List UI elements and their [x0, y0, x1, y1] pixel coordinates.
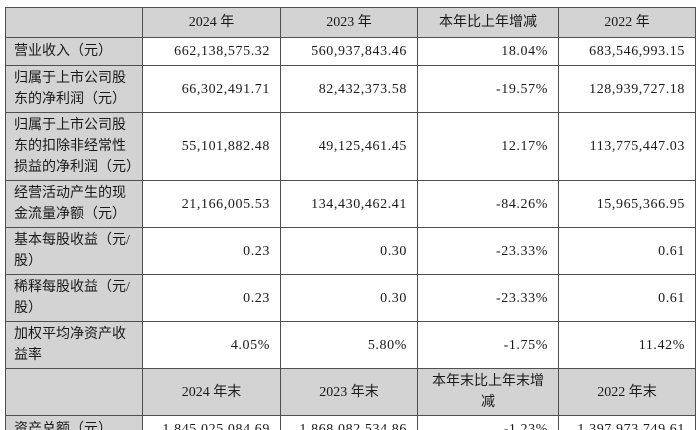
value-cell: 0.61: [558, 227, 696, 275]
value-cell: -1.75%: [417, 321, 559, 369]
row-label-cell: 资产总额（元）: [5, 415, 143, 430]
table-row-total-assets: 资产总额（元） 1,845,025,084.69 1,868,082,534.8…: [5, 415, 696, 430]
header-cell-yoy-change: 本年比上年增减: [417, 7, 559, 38]
value-cell: 1,868,082,534.86: [280, 415, 418, 430]
value-cell: 21,166,005.53: [142, 180, 281, 228]
value-cell: 0.23: [142, 227, 281, 275]
value-cell: 0.23: [142, 274, 281, 322]
financial-summary-table: 2024 年 2023 年 本年比上年增减 2022 年 营业收入（元） 662…: [5, 7, 696, 430]
value-cell: 5.80%: [280, 321, 418, 369]
value-cell: 1,845,025,084.69: [142, 415, 281, 430]
header-cell-2023: 2023 年: [280, 7, 418, 38]
table-row-net-profit-excl-nonrecurring: 归属于上市公司股东的扣除非经常性损益的净利润（元） 55,101,882.48 …: [5, 112, 696, 181]
header-cell-2022-end: 2022 年末: [558, 368, 696, 416]
value-cell: -84.26%: [417, 180, 559, 228]
value-cell: 15,965,366.95: [558, 180, 696, 228]
value-cell: 662,138,575.32: [142, 37, 281, 66]
table-header-row-year-end: 2024 年末 2023 年末 本年末比上年末增减 2022 年末: [5, 368, 696, 416]
value-cell: 0.30: [280, 274, 418, 322]
value-cell: 128,939,727.18: [558, 65, 696, 113]
value-cell: 49,125,461.45: [280, 112, 418, 181]
value-cell: -1.23%: [417, 415, 559, 430]
value-cell: 0.30: [280, 227, 418, 275]
header-cell-2022: 2022 年: [558, 7, 696, 38]
value-cell: 683,546,993.15: [558, 37, 696, 66]
row-label-cell: 基本每股收益（元/股）: [5, 227, 143, 275]
value-cell: 11.42%: [558, 321, 696, 369]
table-row-basic-eps: 基本每股收益（元/股） 0.23 0.30 -23.33% 0.61: [5, 227, 696, 275]
value-cell: 12.17%: [417, 112, 559, 181]
table-row-revenue: 营业收入（元） 662,138,575.32 560,937,843.46 18…: [5, 37, 696, 66]
table-row-operating-cash-flow: 经营活动产生的现金流量净额（元） 21,166,005.53 134,430,4…: [5, 180, 696, 228]
table-row-diluted-eps: 稀释每股收益（元/股） 0.23 0.30 -23.33% 0.61: [5, 274, 696, 322]
value-cell: -23.33%: [417, 274, 559, 322]
table-header-row-annual: 2024 年 2023 年 本年比上年增减 2022 年: [5, 7, 696, 38]
row-label-cell: 归属于上市公司股东的净利润（元）: [5, 65, 143, 113]
value-cell: -19.57%: [417, 65, 559, 113]
row-label-cell: 营业收入（元）: [5, 37, 143, 66]
header-cell-2024: 2024 年: [142, 7, 281, 38]
corner-cell: [5, 368, 143, 416]
header-cell-year-end-change: 本年末比上年末增减: [417, 368, 559, 416]
value-cell: 113,775,447.03: [558, 112, 696, 181]
row-label-cell: 经营活动产生的现金流量净额（元）: [5, 180, 143, 228]
value-cell: 1,397,973,749.61: [558, 415, 696, 430]
row-label-cell: 归属于上市公司股东的扣除非经常性损益的净利润（元）: [5, 112, 143, 181]
corner-cell: [5, 7, 143, 38]
row-label-cell: 加权平均净资产收益率: [5, 321, 143, 369]
value-cell: 134,430,462.41: [280, 180, 418, 228]
header-cell-2023-end: 2023 年末: [280, 368, 418, 416]
value-cell: -23.33%: [417, 227, 559, 275]
row-label-cell: 稀释每股收益（元/股）: [5, 274, 143, 322]
table-row-weighted-avg-roe: 加权平均净资产收益率 4.05% 5.80% -1.75% 11.42%: [5, 321, 696, 369]
value-cell: 18.04%: [417, 37, 559, 66]
value-cell: 82,432,373.58: [280, 65, 418, 113]
value-cell: 0.61: [558, 274, 696, 322]
table-row-net-profit: 归属于上市公司股东的净利润（元） 66,302,491.71 82,432,37…: [5, 65, 696, 113]
value-cell: 560,937,843.46: [280, 37, 418, 66]
value-cell: 66,302,491.71: [142, 65, 281, 113]
header-cell-2024-end: 2024 年末: [142, 368, 281, 416]
value-cell: 4.05%: [142, 321, 281, 369]
value-cell: 55,101,882.48: [142, 112, 281, 181]
